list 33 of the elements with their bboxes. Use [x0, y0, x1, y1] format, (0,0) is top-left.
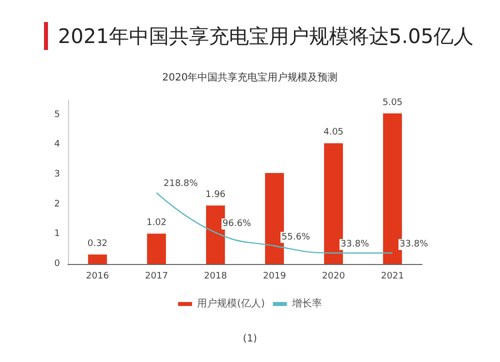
- legend-label: 增长率: [290, 298, 322, 310]
- x-tick-label: 2016: [86, 272, 110, 282]
- x-tick-label: 2018: [204, 272, 228, 282]
- data-label: 33.8%: [340, 239, 370, 250]
- x-tick-label: 2019: [263, 272, 286, 282]
- bar: [324, 143, 343, 264]
- data-label: 55.6%: [282, 232, 311, 242]
- y-tick-label: 2: [54, 199, 60, 210]
- data-label: 96.6%: [222, 219, 252, 230]
- data-label: 1.02: [146, 218, 167, 228]
- y-tick-label: 4: [54, 140, 60, 150]
- x-tick-label: 2020: [322, 272, 346, 282]
- legend-label: 用户规模(亿人): [197, 298, 265, 310]
- data-label: 218.8%: [164, 179, 198, 190]
- data-label: 4.05: [323, 128, 344, 138]
- bar: [383, 113, 402, 264]
- x-tick-label: 2021: [381, 272, 404, 282]
- bar: [147, 234, 166, 264]
- data-label: 33.8%: [400, 239, 429, 250]
- y-tick-label: 0: [54, 259, 60, 269]
- text: (1): [242, 334, 258, 344]
- y-tick-label: 3: [54, 170, 60, 180]
- data-label: 0.32: [87, 238, 108, 249]
- y-tick-label: 1: [54, 229, 60, 240]
- data-label: 1.96: [205, 190, 226, 200]
- bar: [88, 254, 107, 264]
- data-label: 5.05: [382, 98, 403, 108]
- chart-subtitle: 2020年中国共享充电宝用户规模及预测: [162, 72, 338, 84]
- bar: [265, 173, 284, 264]
- bar: [206, 206, 225, 264]
- chart-title: 2021年中国共享充电宝用户规模将达5.05亿人: [58, 22, 474, 50]
- x-tick-label: 2017: [145, 272, 168, 282]
- y-tick-label: 5: [54, 110, 60, 120]
